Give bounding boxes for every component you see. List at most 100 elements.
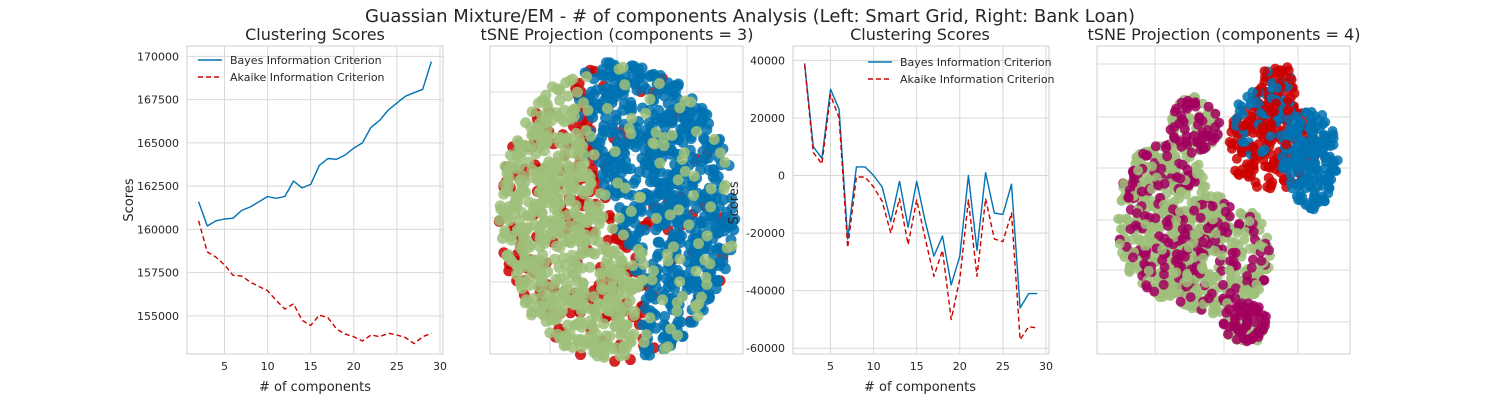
panel-2-point: [525, 140, 537, 152]
panel-4-point: [1175, 296, 1186, 307]
panel-2-point: [631, 84, 643, 96]
panel-4-point: [1327, 126, 1338, 136]
panel-2-point: [654, 157, 666, 169]
panel-2-point: [526, 306, 538, 318]
panel-4-point: [1226, 143, 1237, 154]
panel-4-point: [1151, 172, 1162, 183]
panel-2-point: [671, 305, 683, 317]
panel-2-point: [535, 134, 547, 146]
panel-2-point: [628, 60, 640, 72]
panel-2-point: [584, 261, 596, 273]
panel-4-point: [1150, 141, 1161, 152]
panel-3-xtick-label: 5: [827, 360, 834, 373]
panel-2-point: [653, 248, 665, 260]
panel-4-point: [1256, 255, 1267, 266]
panel-1-xtick-label: 30: [433, 360, 447, 373]
panel-4-point: [1168, 268, 1179, 279]
panel-2-point: [658, 331, 670, 342]
panel-2-point: [584, 330, 596, 342]
panel-2-point: [721, 206, 733, 218]
panel-4-point: [1169, 122, 1180, 133]
panel-4-point: [1200, 142, 1211, 153]
panel-2-point: [633, 166, 645, 178]
panel-2-point: [679, 95, 691, 107]
panel-4-point: [1265, 183, 1276, 194]
panel-2-point: [582, 217, 593, 229]
panel-2-point: [572, 86, 583, 98]
panel-2-point: [672, 329, 683, 341]
panel-4-point: [1167, 164, 1178, 174]
panel-4-point: [1181, 131, 1192, 142]
panel-4-point: [1170, 255, 1181, 266]
panel-4-point: [1242, 315, 1253, 326]
panel-4-point: [1174, 206, 1185, 217]
panel-1-legend-aic-label: Akaike Information Criterion: [230, 71, 385, 84]
panel-2-point: [517, 235, 529, 247]
panel-4-point: [1127, 260, 1138, 271]
panel-4-point: [1244, 216, 1255, 227]
panel-2-point: [634, 191, 645, 203]
panel-2-point: [540, 112, 552, 124]
panel-4-point: [1323, 139, 1334, 150]
panel-4-point: [1212, 129, 1223, 140]
panel-2-point: [692, 310, 704, 322]
panel-2-point: [554, 197, 566, 209]
panel-2-point: [707, 164, 719, 176]
panel-2-point: [498, 188, 510, 200]
panel-2-point: [598, 159, 610, 171]
panel-4-point: [1207, 201, 1218, 212]
panel-4-point: [1306, 150, 1316, 160]
panel-2-point: [599, 189, 611, 201]
panel-4-point: [1304, 181, 1315, 192]
panel-2-point: [495, 203, 507, 215]
panel-4-point: [1142, 150, 1153, 161]
panel-4-point: [1179, 251, 1190, 262]
panel-2-title: tSNE Projection (components = 3): [481, 25, 754, 44]
panel-4-point: [1149, 286, 1160, 297]
panel-2-point: [562, 133, 574, 145]
panel-4-point: [1200, 277, 1211, 288]
panel-3-lines: [803, 63, 1038, 341]
panel-2-point: [520, 187, 532, 198]
panel-4-point: [1314, 173, 1325, 183]
panel-4-point: [1140, 241, 1151, 252]
panel-1-legend: Bayes Information Criterion Akaike Infor…: [198, 54, 385, 84]
panel-4-point: [1140, 219, 1151, 230]
panel-4-point: [1182, 103, 1193, 114]
panel-2-point: [657, 294, 669, 306]
panel-2-point: [568, 299, 580, 311]
panel-2-point: [547, 304, 559, 316]
panel-4-point: [1275, 65, 1285, 76]
panel-2-point: [705, 210, 717, 222]
panel-2-point: [659, 177, 671, 189]
panel-4-point: [1244, 243, 1255, 254]
panel-4-point: [1255, 107, 1266, 118]
panel-2-point: [658, 140, 670, 152]
panel-2-point: [714, 147, 726, 159]
panel-2-point: [625, 138, 637, 150]
panel-2-point: [678, 147, 690, 159]
panel-4-point: [1182, 270, 1193, 281]
panel-4-point: [1175, 186, 1186, 197]
panel-4-point: [1265, 106, 1276, 117]
panel-3-ytick-label: -20000: [746, 227, 785, 240]
panel-2-point: [554, 188, 565, 200]
panel-4-point: [1308, 204, 1319, 215]
panel-4-point: [1307, 133, 1318, 144]
panel-2-point: [658, 132, 670, 144]
panel-4-point: [1203, 101, 1214, 112]
panel-4-point: [1210, 271, 1221, 282]
panel-2-point: [713, 260, 725, 272]
panel-2-point: [563, 234, 575, 246]
panel-2-point: [585, 177, 596, 189]
panel-3-xtick-label: 30: [1039, 360, 1053, 373]
panel-4-point: [1136, 186, 1147, 197]
panel-4-point: [1157, 244, 1168, 255]
panel-3-legend-aic-label: Akaike Information Criterion: [900, 73, 1055, 86]
panel-1-xtick-label: 20: [347, 360, 361, 373]
panel-4-point: [1239, 234, 1250, 245]
panel-2-point: [654, 188, 666, 199]
panel-3-legend: Bayes Information Criterion Akaike Infor…: [868, 56, 1055, 86]
panel-4-point: [1242, 271, 1253, 281]
